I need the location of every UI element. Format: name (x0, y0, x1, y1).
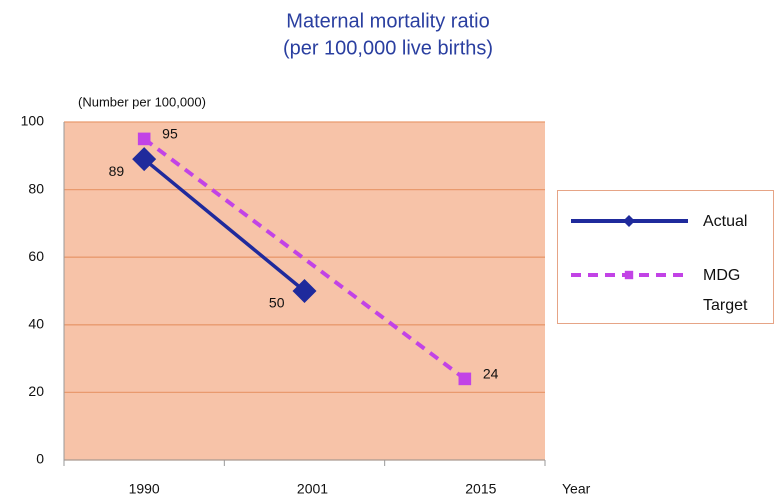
legend-item: Actual (558, 199, 773, 239)
y-tick-label: 40 (28, 316, 44, 332)
x-tick-label: 1990 (129, 481, 160, 497)
y-tick-label: 0 (36, 451, 44, 467)
chart-title: Maternal mortality ratio (286, 10, 489, 32)
x-tick-label: 2015 (465, 481, 496, 497)
data-point (132, 147, 157, 172)
chart-subtitle: (per 100,000 live births) (283, 37, 493, 59)
data-point (137, 132, 151, 146)
y-tick-label: 80 (28, 180, 44, 196)
y-tick-label: 20 (28, 383, 44, 399)
legend-marker (624, 270, 634, 280)
data-label: 24 (483, 366, 499, 382)
x-axis-label: Year (562, 481, 591, 497)
data-label: 95 (162, 126, 178, 142)
y-tick-label: 60 (28, 248, 44, 264)
legend: Actual MDG Target (557, 190, 774, 324)
y-axis-label: (Number per 100,000) (78, 94, 206, 109)
x-tick-label: 2001 (297, 481, 328, 497)
legend-marker (623, 215, 635, 227)
legend-item: MDG Target (558, 253, 773, 314)
series-line (143, 157, 306, 293)
data-label: 89 (109, 163, 125, 179)
data-label: 50 (269, 295, 285, 311)
y-tick-label: 100 (21, 113, 45, 129)
legend-icon (571, 270, 688, 280)
legend-label: MDG Target (703, 267, 748, 314)
data-point (292, 279, 317, 303)
legend-label: Actual (703, 213, 748, 230)
legend-icon (571, 215, 688, 227)
data-point (458, 372, 472, 386)
